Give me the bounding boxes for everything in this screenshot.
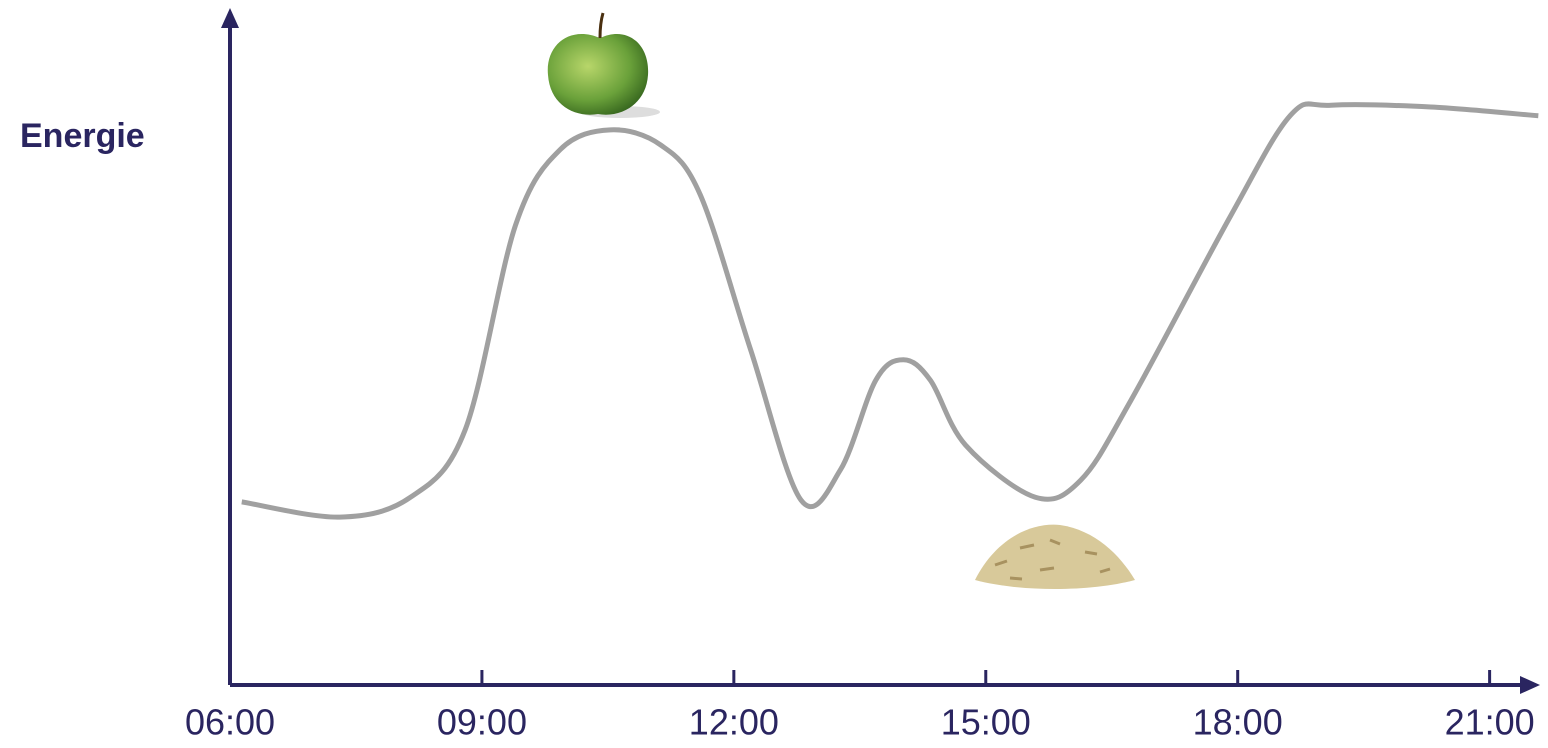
x-tick-label: 21:00 [1445, 702, 1535, 743]
x-tick-label: 06:00 [185, 702, 275, 743]
energy-line [242, 104, 1539, 517]
x-tick-label: 09:00 [437, 702, 527, 743]
x-tick-label: 15:00 [941, 702, 1031, 743]
oats-image [975, 525, 1135, 589]
y-axis-arrow [221, 8, 239, 28]
apple-image [548, 13, 660, 118]
y-axis-label: Energie [20, 117, 145, 155]
x-tick-label: 18:00 [1193, 702, 1283, 743]
x-tick-label: 12:00 [689, 702, 779, 743]
page: Energie 06:0009:0012:0015:0018:0021:00 (… [0, 0, 1548, 748]
x-axis-arrow [1520, 676, 1540, 694]
chart: Energie 06:00 09:00 12:00 15:00 18:00 21:00 [0, 0, 1548, 748]
